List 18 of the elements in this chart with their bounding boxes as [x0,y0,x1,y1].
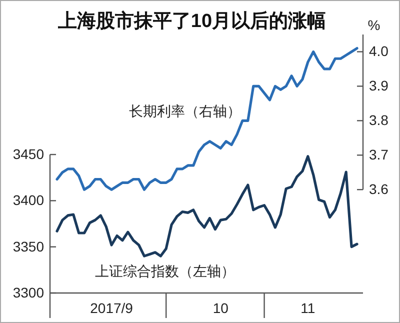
chart-title: 上海股市抹平了10月以后的涨幅 [56,10,326,32]
y2-tick-label: 3.6 [369,181,389,198]
series-label: 上证综合指数（左轴） [95,263,235,279]
x-tick-label: 2017/9 [90,300,134,316]
y2-axis-title: % [368,17,380,33]
y2-tick-label: 3.8 [369,112,389,128]
y2-tick-label: 3.9 [369,78,389,94]
y-tick-label: 3400 [12,192,44,208]
y2-tick-label: 4.0 [369,43,389,60]
x-tick-label: 11 [300,300,316,316]
x-tick-label: 10 [212,300,229,316]
series-label: 长期利率（右轴） [129,103,241,119]
y-tick-label: 3350 [12,238,44,254]
line-series [56,155,358,258]
line-series [56,46,358,191]
y-tick-label: 3450 [12,146,44,162]
y-tick-label: 3300 [12,284,44,300]
y2-tick-label: 3.7 [369,146,389,163]
